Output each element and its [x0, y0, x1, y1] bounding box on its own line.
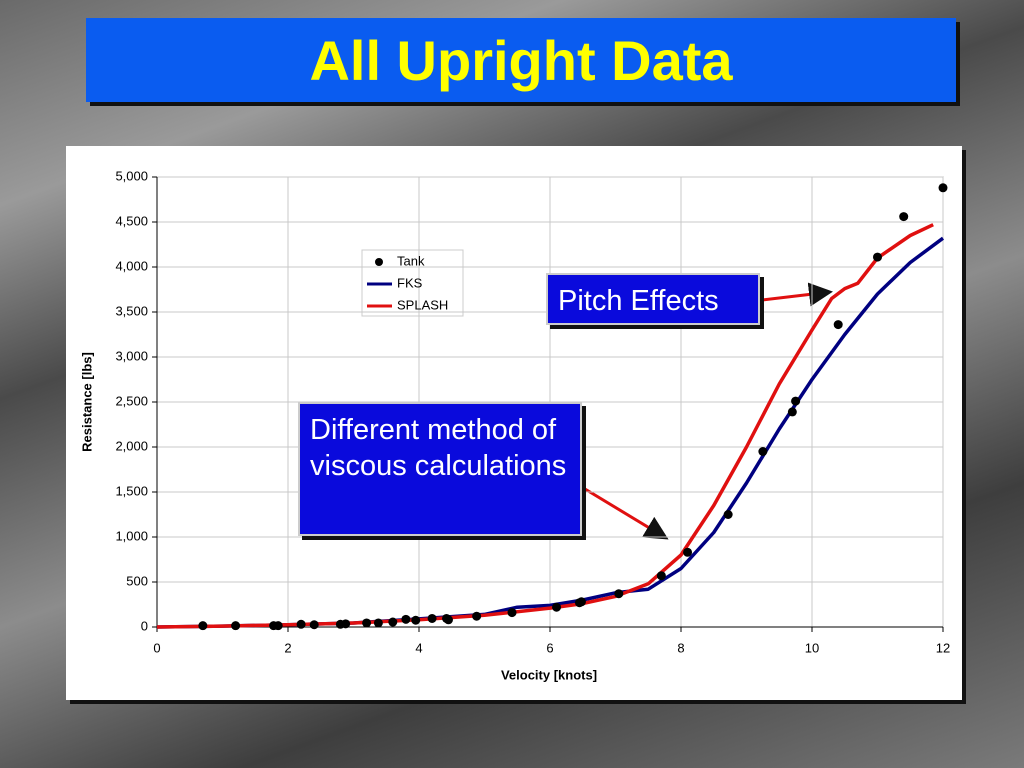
- x-tick-label: 10: [805, 640, 819, 655]
- data-point: [296, 619, 306, 629]
- data-point: [401, 614, 411, 624]
- y-tick-label: 2,500: [115, 393, 148, 408]
- y-tick-label: 3,000: [115, 348, 148, 363]
- data-point: [472, 611, 482, 621]
- data-point: [273, 621, 283, 631]
- y-tick-label: 2,000: [115, 438, 148, 453]
- chart-title: All Upright Data: [309, 28, 733, 92]
- data-point: [938, 183, 948, 193]
- x-tick-label: 0: [153, 640, 160, 655]
- x-axis-label: Velocity [knots]: [501, 667, 597, 682]
- legend-marker: [375, 258, 383, 266]
- legend-label: SPLASH: [397, 297, 448, 312]
- data-point: [787, 407, 797, 417]
- data-point: [443, 615, 453, 625]
- data-point: [614, 589, 624, 599]
- y-tick-label: 500: [126, 573, 148, 588]
- x-tick-label: 8: [677, 640, 684, 655]
- legend-label: Tank: [397, 253, 425, 268]
- data-point: [723, 510, 733, 519]
- data-point: [341, 619, 351, 629]
- arrow: [761, 282, 833, 307]
- y-tick-label: 5,000: [115, 168, 148, 183]
- data-point: [373, 618, 383, 628]
- data-point: [388, 617, 398, 627]
- data-point: [362, 618, 372, 628]
- data-point: [427, 613, 437, 623]
- y-tick-label: 1,500: [115, 483, 148, 498]
- y-axis-label: Resistance [lbs]: [79, 352, 94, 452]
- x-tick-label: 2: [284, 640, 291, 655]
- annotation: Different method of viscous calculations: [298, 402, 582, 536]
- data-point: [791, 396, 801, 406]
- data-point: [656, 571, 666, 581]
- annotation: Pitch Effects: [546, 273, 760, 325]
- data-point: [833, 320, 843, 330]
- x-tick-label: 4: [415, 640, 422, 655]
- data-point: [411, 615, 421, 625]
- y-tick-label: 1,000: [115, 528, 148, 543]
- y-tick-label: 4,500: [115, 213, 148, 228]
- title-box: All Upright Data: [86, 18, 956, 102]
- legend-label: FKS: [397, 275, 423, 290]
- data-point: [873, 252, 882, 262]
- data-point: [198, 621, 208, 631]
- data-point: [899, 212, 909, 222]
- data-point: [758, 447, 768, 456]
- data-point: [552, 602, 562, 612]
- data-point: [309, 620, 319, 630]
- data-point: [231, 621, 241, 631]
- y-tick-label: 0: [141, 618, 148, 633]
- data-point: [683, 547, 693, 557]
- y-tick-label: 3,500: [115, 303, 148, 318]
- data-point: [507, 608, 517, 618]
- x-tick-label: 12: [936, 640, 950, 655]
- arrow: [579, 484, 669, 540]
- data-point: [576, 597, 586, 607]
- x-tick-label: 6: [546, 640, 553, 655]
- y-tick-label: 4,000: [115, 258, 148, 273]
